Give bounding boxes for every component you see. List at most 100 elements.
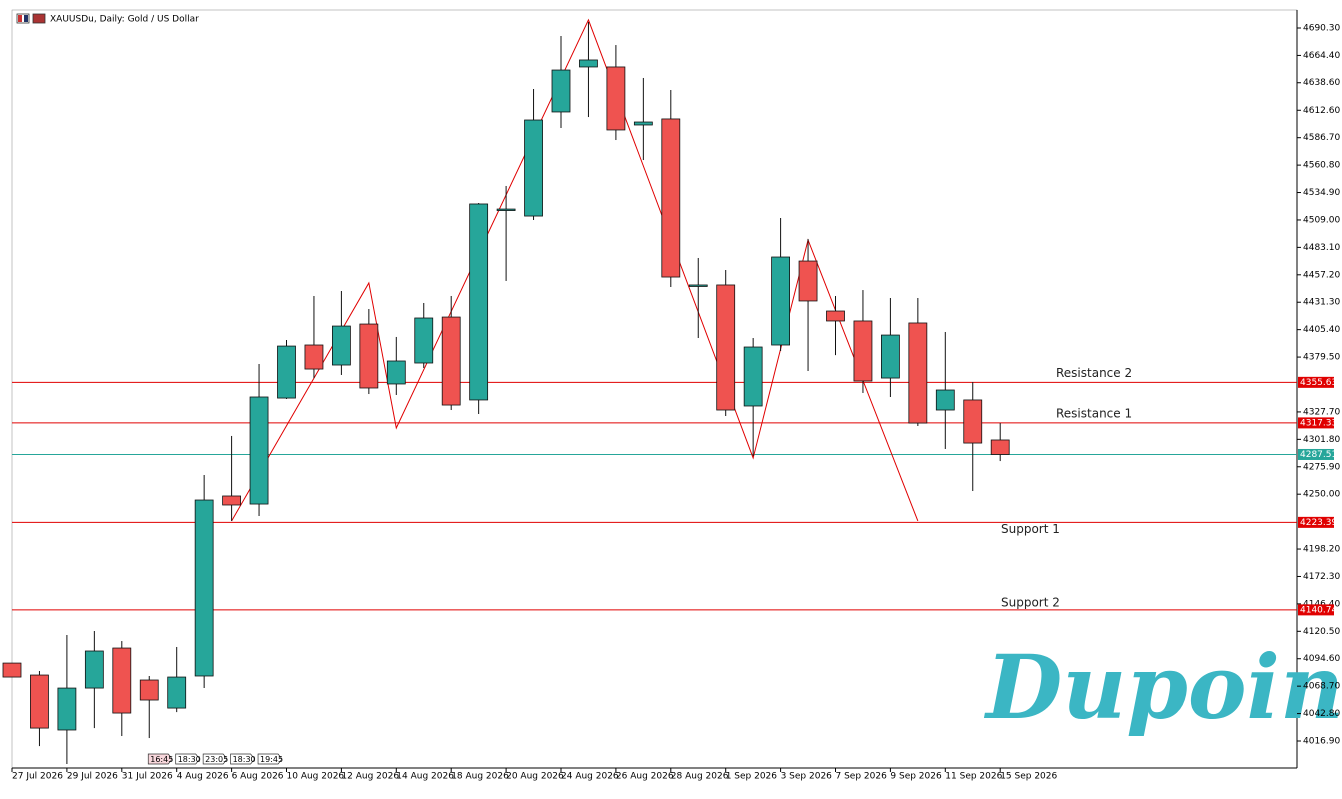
candle-body	[935, 389, 955, 411]
candle-body	[908, 322, 928, 424]
candle-body	[688, 284, 708, 287]
candle-body	[881, 334, 900, 379]
candle-body	[771, 256, 790, 346]
candle-body	[606, 66, 626, 131]
candle-body	[359, 323, 379, 389]
y-tick-label: 4068.70	[1303, 682, 1340, 692]
level-name: Resistance 1	[1056, 406, 1132, 420]
x-tick-label: 14 Aug 2026	[396, 772, 454, 782]
level-price-label: 4140.74	[1300, 605, 1337, 615]
symbol-icon	[16, 13, 46, 24]
time-marker-label: 18:30	[233, 755, 256, 764]
y-tick-label: 4431.30	[1303, 298, 1340, 308]
y-tick-label: 4612.60	[1303, 106, 1340, 116]
candle-body	[414, 317, 434, 364]
y-tick-label: 4379.50	[1303, 353, 1340, 363]
chart-title: XAUUSDu, Daily: Gold / US Dollar	[50, 15, 199, 25]
y-tick-label: 4664.40	[1303, 51, 1340, 61]
x-tick-label: 6 Aug 2026	[232, 772, 284, 782]
time-marker-box	[202, 753, 228, 765]
x-tick-label: 18 Aug 2026	[451, 772, 509, 782]
y-tick-label: 4638.60	[1303, 78, 1340, 88]
time-marker-label: 23:05	[205, 755, 228, 764]
candle-body	[853, 320, 873, 382]
x-tick-label: 10 Aug 2026	[287, 772, 345, 782]
y-tick-label: 4457.20	[1303, 270, 1340, 280]
candle-body	[386, 360, 406, 385]
candle-body	[798, 260, 818, 302]
time-marker-label: 19:45	[260, 755, 283, 764]
candle-body	[963, 399, 983, 444]
level-name: Support 1	[1001, 522, 1060, 536]
x-tick-label: 27 Jul 2026	[12, 772, 63, 782]
candle-body	[304, 344, 324, 370]
y-tick-label: 4405.40	[1303, 325, 1340, 335]
level-price-box	[1298, 448, 1334, 460]
y-tick-label: 4172.30	[1303, 572, 1340, 582]
time-marker-box	[230, 753, 256, 765]
candle-body	[30, 674, 49, 729]
y-tick-label: 4275.90	[1303, 462, 1340, 472]
y-tick-label: 4016.90	[1303, 737, 1340, 747]
x-tick-label: 15 Sep 2026	[1000, 772, 1057, 782]
level-name: Support 2	[1001, 595, 1060, 609]
candle-body	[441, 316, 461, 406]
y-tick-label: 4120.50	[1303, 627, 1340, 637]
time-marker-label: 16:45	[150, 755, 173, 764]
x-tick-label: 7 Sep 2026	[836, 772, 888, 782]
level-price-box	[1298, 604, 1334, 616]
candle-body	[222, 495, 242, 506]
y-tick-label: 4250.00	[1303, 490, 1340, 500]
plot-frame	[11, 9, 1298, 769]
candle-body	[716, 284, 736, 411]
x-tick-label: 31 Jul 2026	[122, 772, 173, 782]
candle-body	[277, 345, 296, 399]
candle-body	[826, 310, 845, 322]
level-price-label: 4355.63	[1300, 378, 1337, 388]
candle-body	[331, 325, 351, 366]
candle-body	[112, 647, 132, 714]
x-tick-label: 1 Sep 2026	[726, 772, 778, 782]
y-tick-label: 4301.80	[1303, 435, 1340, 445]
candle-body	[249, 396, 269, 505]
time-marker-box	[147, 753, 173, 765]
level-price-label: 4317.33	[1300, 418, 1337, 428]
candle-body	[496, 208, 516, 211]
candle-body	[139, 679, 159, 701]
candle-body	[84, 650, 104, 689]
watermark: Dupoin	[983, 635, 1342, 739]
level-price-box	[1298, 516, 1334, 528]
candle-body	[990, 439, 1010, 455]
y-tick-label: 4094.60	[1303, 654, 1340, 664]
x-tick-label: 4 Aug 2026	[177, 772, 229, 782]
y-tick-label: 4690.30	[1303, 23, 1340, 33]
time-marker-box	[257, 753, 283, 765]
candle-body	[469, 203, 489, 401]
x-tick-label: 24 Aug 2026	[561, 772, 619, 782]
candle-body	[167, 676, 187, 709]
x-tick-label: 26 Aug 2026	[616, 772, 674, 782]
candle-body	[194, 499, 214, 677]
y-tick-label: 4560.80	[1303, 161, 1340, 171]
level-price-box	[1298, 376, 1334, 388]
level-name: Resistance 2	[1056, 366, 1132, 380]
y-tick-label: 4483.10	[1303, 243, 1340, 253]
candle-body	[57, 687, 77, 731]
candle-body	[661, 118, 681, 278]
y-tick-label: 4198.20	[1303, 545, 1340, 555]
candle-body	[551, 69, 571, 113]
y-tick-label: 4327.70	[1303, 407, 1340, 417]
candle-body	[633, 121, 653, 126]
y-tick-label: 4586.70	[1303, 133, 1340, 143]
time-marker-label: 18:30	[178, 755, 201, 764]
y-tick-label: 4534.90	[1303, 188, 1340, 198]
level-price-box	[1298, 417, 1334, 429]
candle-body	[2, 662, 22, 678]
y-tick-label: 4042.80	[1303, 709, 1340, 719]
x-tick-label: 12 Aug 2026	[341, 772, 399, 782]
x-tick-label: 3 Sep 2026	[781, 772, 833, 782]
level-price-label: 4223.39	[1300, 518, 1337, 528]
x-tick-label: 20 Aug 2026	[506, 772, 564, 782]
x-tick-label: 28 Aug 2026	[671, 772, 729, 782]
